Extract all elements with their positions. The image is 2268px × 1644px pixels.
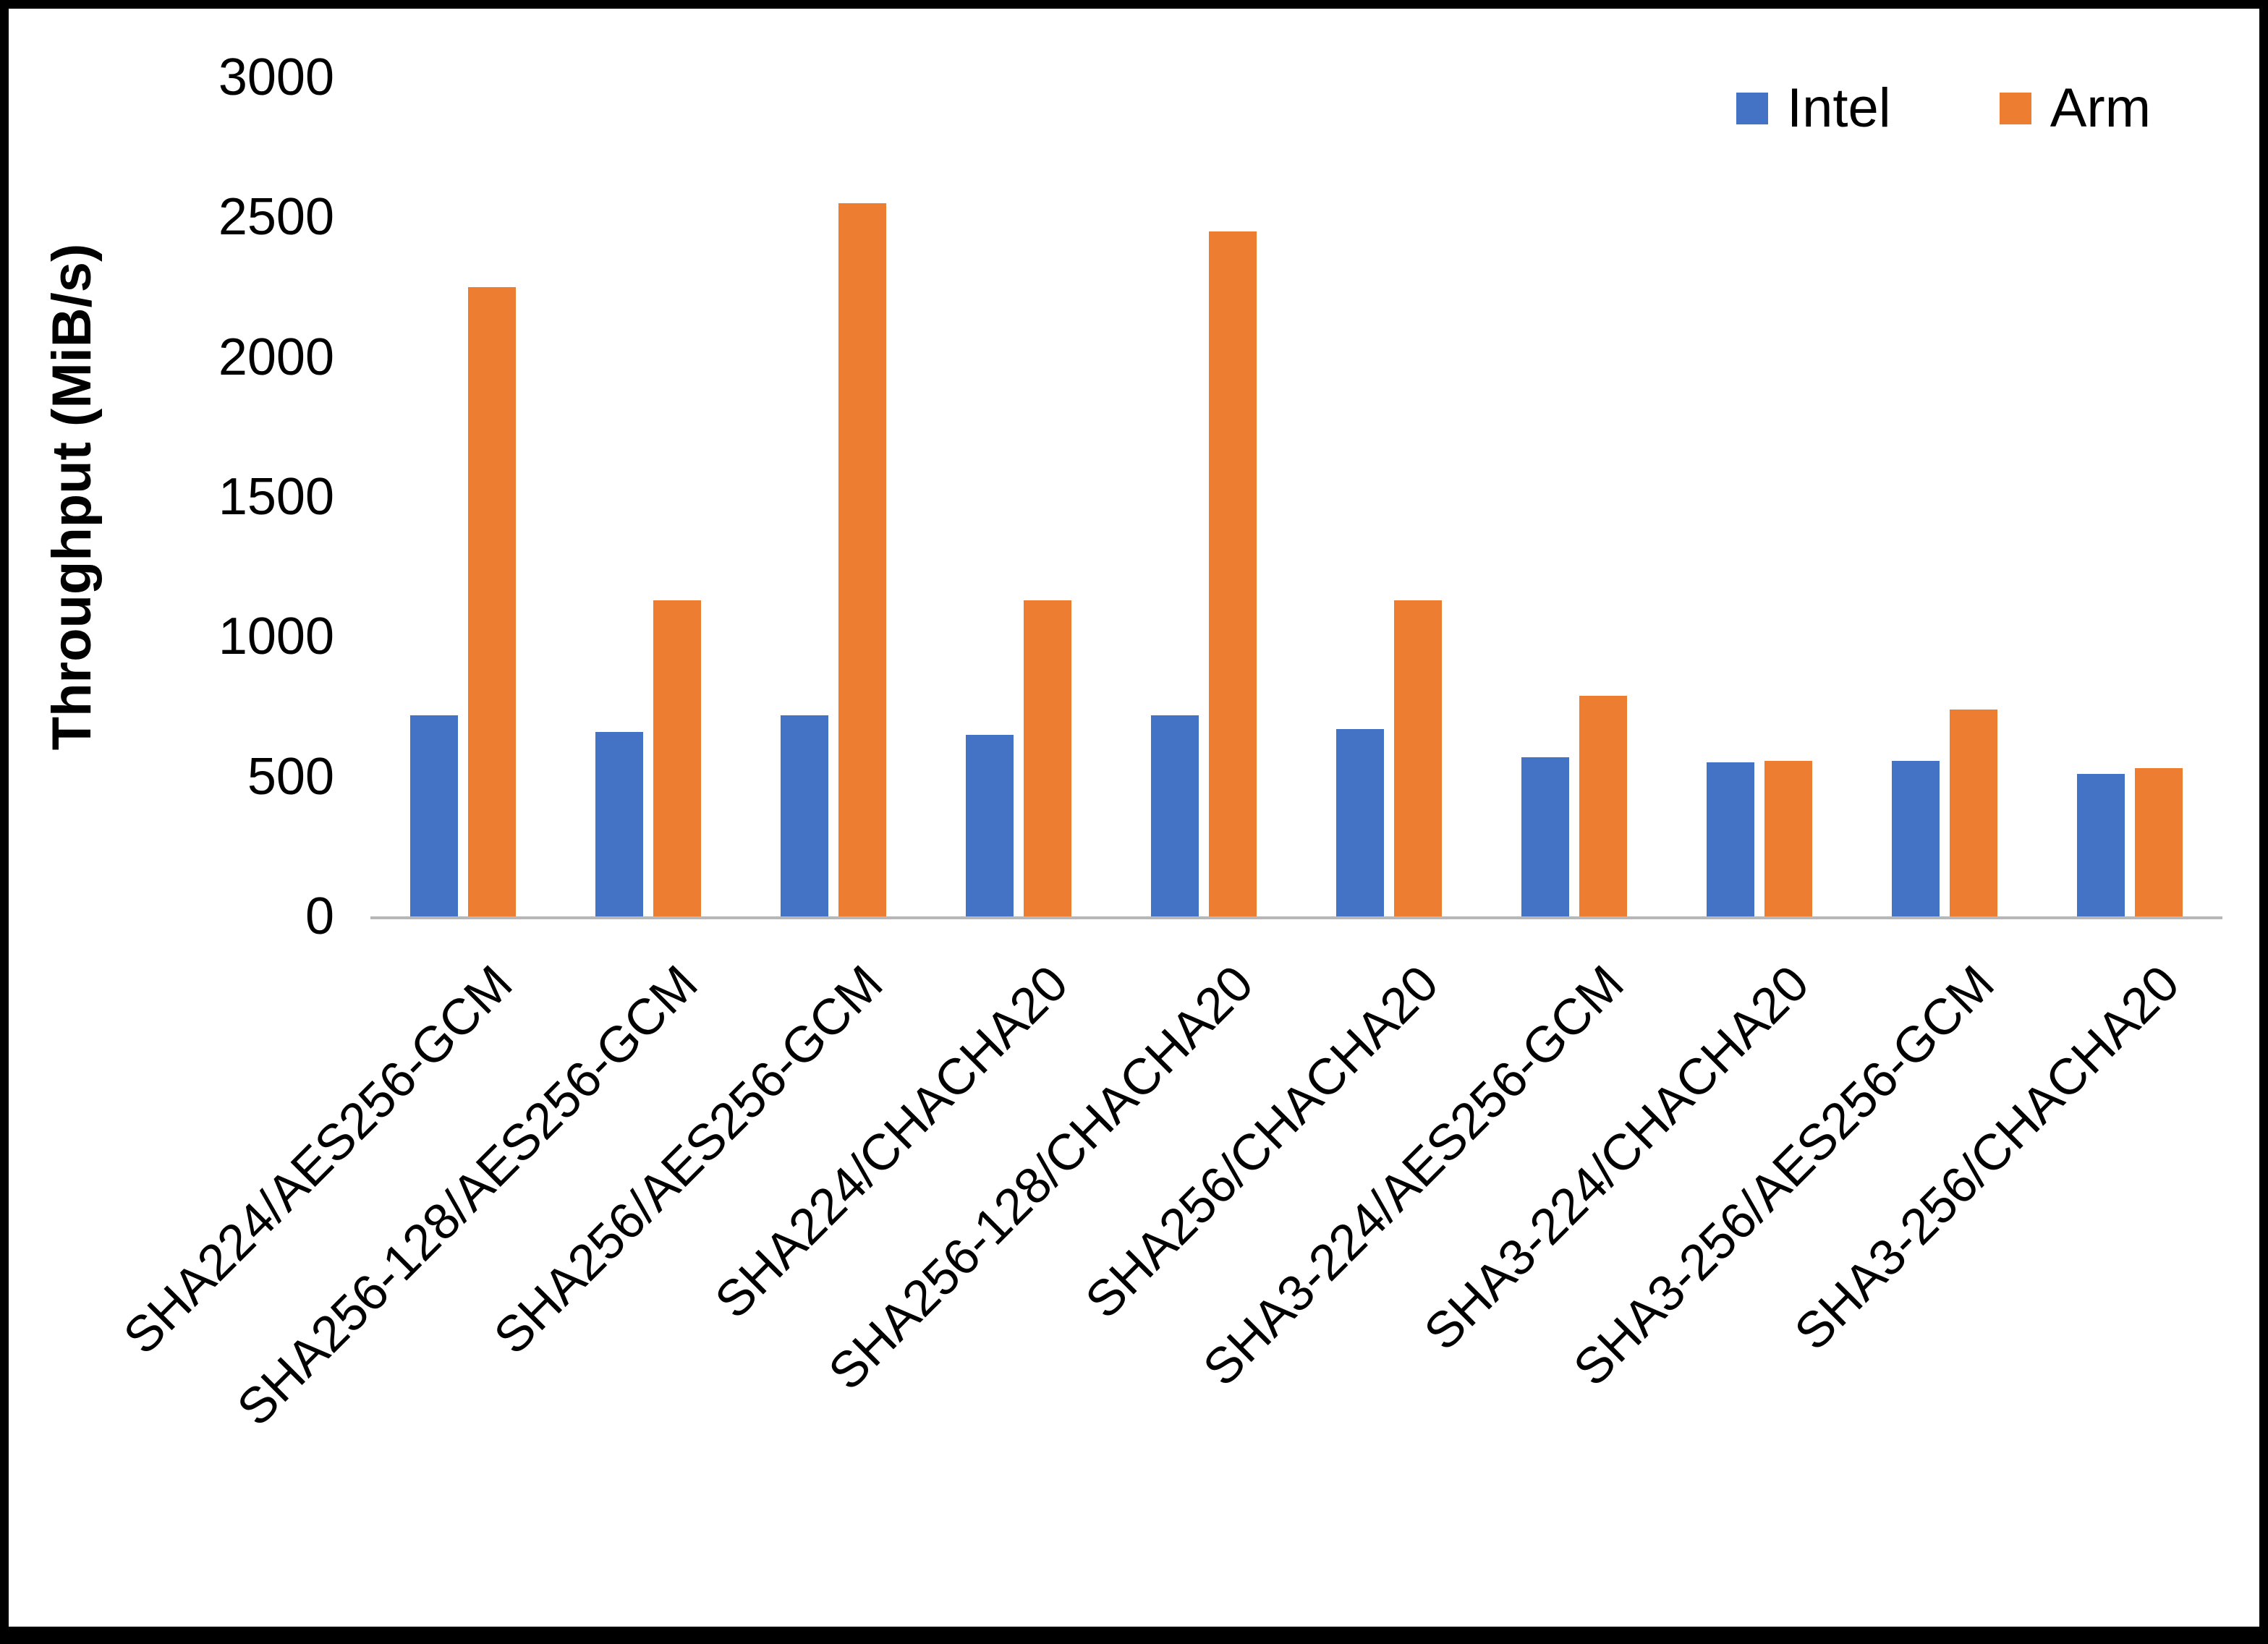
- legend-swatch-intel: [1736, 93, 1769, 124]
- bar-intel-5: [1336, 728, 1384, 916]
- bar-intel-7: [1707, 762, 1754, 916]
- bar-arm-6: [1579, 695, 1627, 916]
- x-category-label: SHA256/CHACHA20: [1074, 954, 1450, 1329]
- bar-arm-2: [838, 203, 886, 916]
- bar-intel-3: [966, 734, 1014, 916]
- bar-arm-7: [1764, 761, 1812, 916]
- y-tick-label: 0: [305, 887, 334, 945]
- bar-arm-9: [2135, 768, 2183, 916]
- y-tick-label: 2000: [218, 328, 334, 386]
- x-category-label: SHA3-224/CHACHA20: [1413, 954, 1820, 1361]
- legend-item-arm: Arm: [1999, 77, 2151, 139]
- bar-intel-2: [781, 715, 828, 916]
- y-tick-label: 500: [247, 747, 334, 806]
- bar-intel-0: [410, 715, 458, 916]
- bar-intel-8: [1892, 761, 1940, 916]
- y-tick-label: 3000: [218, 48, 334, 106]
- y-axis-title: Throughput (MiB/s): [41, 243, 103, 751]
- bar-intel-9: [2077, 773, 2125, 916]
- x-category-label: SHA224/CHACHA20: [704, 954, 1079, 1329]
- y-tick-label: 1500: [218, 468, 334, 526]
- plot-area: [370, 77, 2222, 919]
- bar-arm-5: [1394, 600, 1442, 916]
- bar-intel-4: [1151, 715, 1199, 916]
- bar-intel-6: [1521, 757, 1569, 916]
- legend: Intel Arm: [1736, 81, 2151, 136]
- bar-arm-1: [653, 600, 701, 916]
- x-category-label: SHA224/AES256-GCM: [113, 954, 524, 1365]
- legend-label-arm: Arm: [2050, 77, 2151, 139]
- bar-arm-0: [468, 287, 516, 916]
- x-category-label: SHA256/AES256-GCM: [483, 954, 894, 1365]
- bar-intel-1: [595, 731, 643, 916]
- bar-arm-8: [1950, 709, 1997, 916]
- legend-item-intel: Intel: [1736, 81, 1891, 136]
- legend-label-intel: Intel: [1787, 77, 1891, 139]
- legend-swatch-arm: [1999, 93, 2031, 124]
- bar-arm-4: [1209, 231, 1257, 916]
- bar-arm-3: [1024, 600, 1071, 916]
- x-category-label: SHA3-256/CHACHA20: [1783, 954, 2191, 1361]
- y-tick-label: 2500: [218, 188, 334, 247]
- y-tick-label: 1000: [218, 608, 334, 666]
